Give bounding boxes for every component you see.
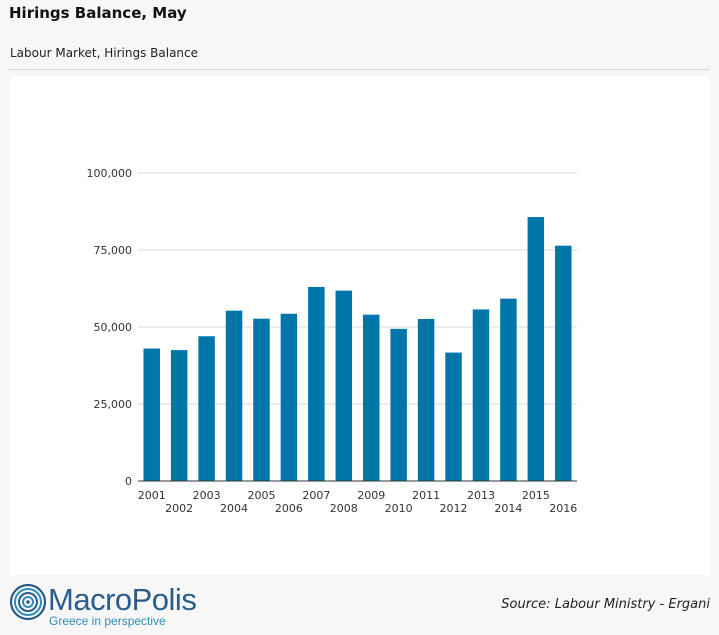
brand-tagline: Greece in perspective: [49, 614, 166, 628]
bar: [335, 290, 353, 481]
brand-name: MacroPolis: [48, 582, 197, 617]
x-tick-label: 2011: [412, 489, 440, 502]
bar: [143, 348, 160, 481]
x-tick-label: 2013: [467, 489, 495, 502]
y-tick-label: 25,000: [94, 398, 133, 411]
x-tick-label: 2002: [165, 502, 193, 515]
bar: [500, 298, 517, 481]
x-tick-label: 2010: [385, 502, 413, 515]
x-tick-label: 2003: [193, 489, 221, 502]
x-tick-label: 2016: [549, 502, 577, 515]
bar: [362, 314, 380, 481]
bar: [253, 318, 270, 481]
macropolis-logo-icon: [9, 583, 47, 621]
source-note: Source: Labour Ministry - Ergani: [501, 597, 710, 612]
bar: [198, 336, 215, 481]
bar: [527, 217, 545, 481]
bar: [225, 310, 243, 481]
x-tick-label: 2001: [138, 489, 166, 502]
y-tick-label: 50,000: [94, 321, 133, 334]
bar: [390, 328, 407, 481]
x-tick-label: 2012: [440, 502, 468, 515]
x-tick-label: 2007: [302, 489, 330, 502]
bar: [445, 352, 462, 481]
x-tick-label: 2009: [357, 489, 385, 502]
x-tick-label: 2014: [494, 502, 522, 515]
bar: [280, 313, 298, 481]
header-divider: [8, 69, 709, 70]
chart-subtitle: Labour Market, Hirings Balance: [10, 46, 199, 60]
x-tick-label: 2015: [522, 489, 550, 502]
y-tick-label: 100,000: [87, 167, 133, 180]
bar-chart: 025,00050,00075,000100,00020012002200320…: [87, 167, 578, 515]
x-tick-label: 2005: [247, 489, 275, 502]
x-tick-label: 2004: [220, 502, 248, 515]
bar: [308, 286, 325, 481]
x-tick-label: 2008: [330, 502, 358, 515]
bar: [417, 318, 435, 481]
y-tick-label: 0: [125, 475, 132, 488]
chart-title: Hirings Balance, May: [9, 4, 187, 22]
bar: [170, 350, 188, 481]
bar: [555, 245, 572, 481]
bar: [472, 309, 490, 481]
x-tick-label: 2006: [275, 502, 303, 515]
chart-panel: 0 25,000 50,000 75,000 100,000 2001 2002 2003 20…: [10, 76, 710, 575]
y-tick-label: 75,000: [94, 244, 133, 257]
